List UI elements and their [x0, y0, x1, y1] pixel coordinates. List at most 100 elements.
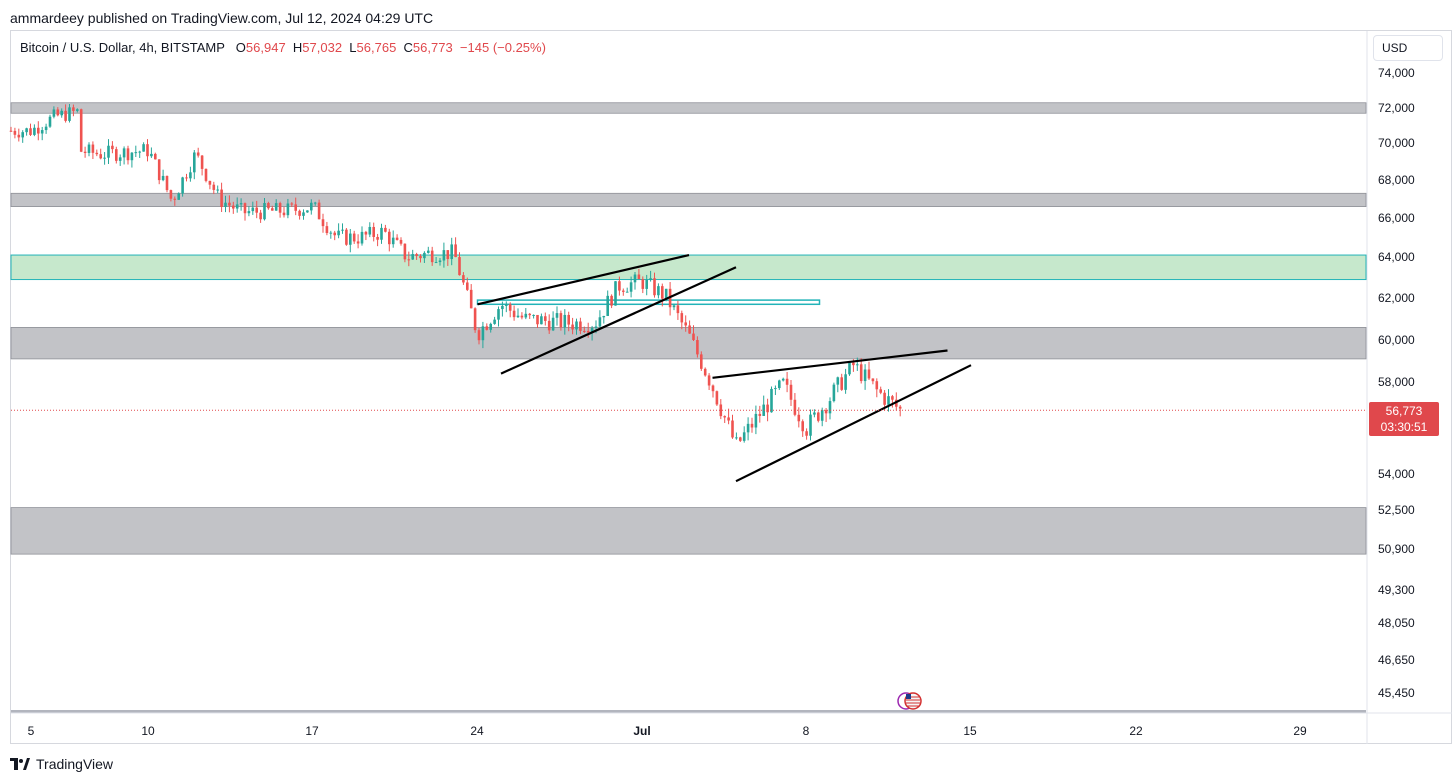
time-tick-2: 17 [305, 724, 319, 738]
candle-body-15 [68, 107, 71, 121]
candle-body-79 [317, 202, 321, 220]
candle-body-81 [325, 226, 329, 234]
zone-green-2 [10, 254, 1367, 281]
candle-body-161 [637, 274, 641, 280]
candle-body-205 [809, 414, 812, 436]
candle-body-61 [247, 211, 251, 214]
candle-body-128 [508, 304, 512, 311]
candle-body-166 [657, 286, 660, 296]
candle-body-186 [735, 437, 738, 439]
price-tick-5: 64,000 [1378, 250, 1415, 264]
candle-body-98 [391, 237, 395, 245]
candle-body-78 [313, 202, 317, 204]
candle-body-39 [161, 175, 165, 181]
candle-body-122 [485, 326, 489, 330]
candle-body-187 [739, 437, 742, 441]
candle-body-143 [567, 314, 570, 325]
candle-body-11 [52, 109, 56, 117]
candle-body-19 [83, 151, 87, 153]
candle-body-38 [157, 159, 161, 181]
candle-body-22 [95, 152, 99, 155]
candle-body-221 [871, 378, 875, 382]
candle-body-21 [91, 144, 95, 153]
candle-body-110 [438, 260, 442, 263]
candle-body-112 [446, 250, 450, 260]
candle-body-215 [848, 362, 851, 375]
candle-body-124 [493, 319, 496, 324]
candle-body-194 [766, 404, 769, 413]
close-label: C [403, 40, 413, 55]
candle-body-152 [602, 315, 606, 318]
candle-body-163 [645, 279, 648, 289]
candle-body-16 [72, 107, 75, 111]
candle-body-9 [44, 126, 48, 131]
candle-body-180 [711, 385, 715, 392]
candle-body-75 [302, 212, 305, 216]
candle-body-190 [750, 423, 754, 428]
candle-body-223 [879, 389, 882, 393]
candle-body-209 [824, 410, 828, 414]
change-value: −145 (−0.25%) [459, 40, 546, 55]
price-tick-14: 46,650 [1378, 653, 1415, 667]
candle-body-157 [622, 290, 625, 292]
candle-body-18 [79, 109, 83, 152]
candle-body-30 [126, 148, 130, 161]
price-tick-8: 58,000 [1378, 375, 1415, 389]
candle-body-41 [169, 190, 173, 199]
candle-body-36 [150, 153, 153, 157]
candle-body-129 [512, 310, 516, 318]
candle-body-100 [399, 239, 403, 244]
candle-body-102 [407, 259, 411, 261]
candle-body-178 [703, 368, 707, 376]
price-tick-0: 74,000 [1378, 66, 1415, 80]
candle-body-85 [341, 229, 344, 231]
brand-name: TradingView [36, 756, 114, 772]
candle-body-101 [403, 243, 407, 260]
candle-body-33 [138, 151, 141, 153]
candle-body-170 [672, 305, 676, 308]
candle-body-59 [239, 203, 243, 205]
zone-teal-3 [476, 299, 821, 306]
economic-event-icon [897, 692, 922, 710]
candle-body-216 [852, 362, 855, 366]
candle-body-82 [329, 232, 333, 234]
candle-body-130 [516, 315, 520, 318]
last-price-tag: 56,773 03:30:51 [1369, 402, 1439, 436]
candle-body-203 [801, 421, 804, 432]
candle-body-99 [395, 237, 399, 240]
candle-body-139 [551, 317, 555, 331]
candle-body-115 [458, 257, 461, 276]
candle-body-58 [235, 204, 239, 209]
candle-body-12 [56, 109, 60, 116]
candle-body-132 [524, 313, 528, 318]
candle-body-111 [442, 250, 446, 261]
candle-body-177 [700, 354, 703, 369]
candle-body-146 [579, 321, 582, 331]
candle-body-48 [196, 152, 200, 156]
low-label: L [349, 40, 357, 55]
candle-body-140 [555, 313, 559, 318]
candle-body-121 [481, 326, 485, 341]
candle-body-63 [255, 207, 258, 213]
candle-body-148 [586, 330, 590, 333]
candle-body-70 [282, 212, 286, 216]
price-tick-1: 72,000 [1378, 101, 1415, 115]
time-tick-5: 8 [803, 724, 810, 738]
candle-body-26 [111, 145, 114, 150]
open-value: 56,947 [245, 40, 286, 55]
candle-body-159 [629, 282, 633, 292]
tradingview-logo-icon [10, 758, 30, 770]
currency-button[interactable]: USD [1373, 35, 1443, 61]
candle-body-69 [278, 203, 282, 213]
candle-body-66 [267, 203, 270, 209]
candle-body-172 [680, 313, 684, 323]
price-tick-2: 70,000 [1378, 136, 1415, 150]
candle-body-197 [778, 380, 781, 389]
footer-brand[interactable]: TradingView [10, 754, 113, 774]
candle-body-86 [345, 229, 348, 245]
close-value: 56,773 [412, 40, 453, 55]
candle-body-219 [863, 369, 867, 382]
candle-body-189 [746, 423, 750, 433]
candle-body-57 [232, 205, 235, 209]
